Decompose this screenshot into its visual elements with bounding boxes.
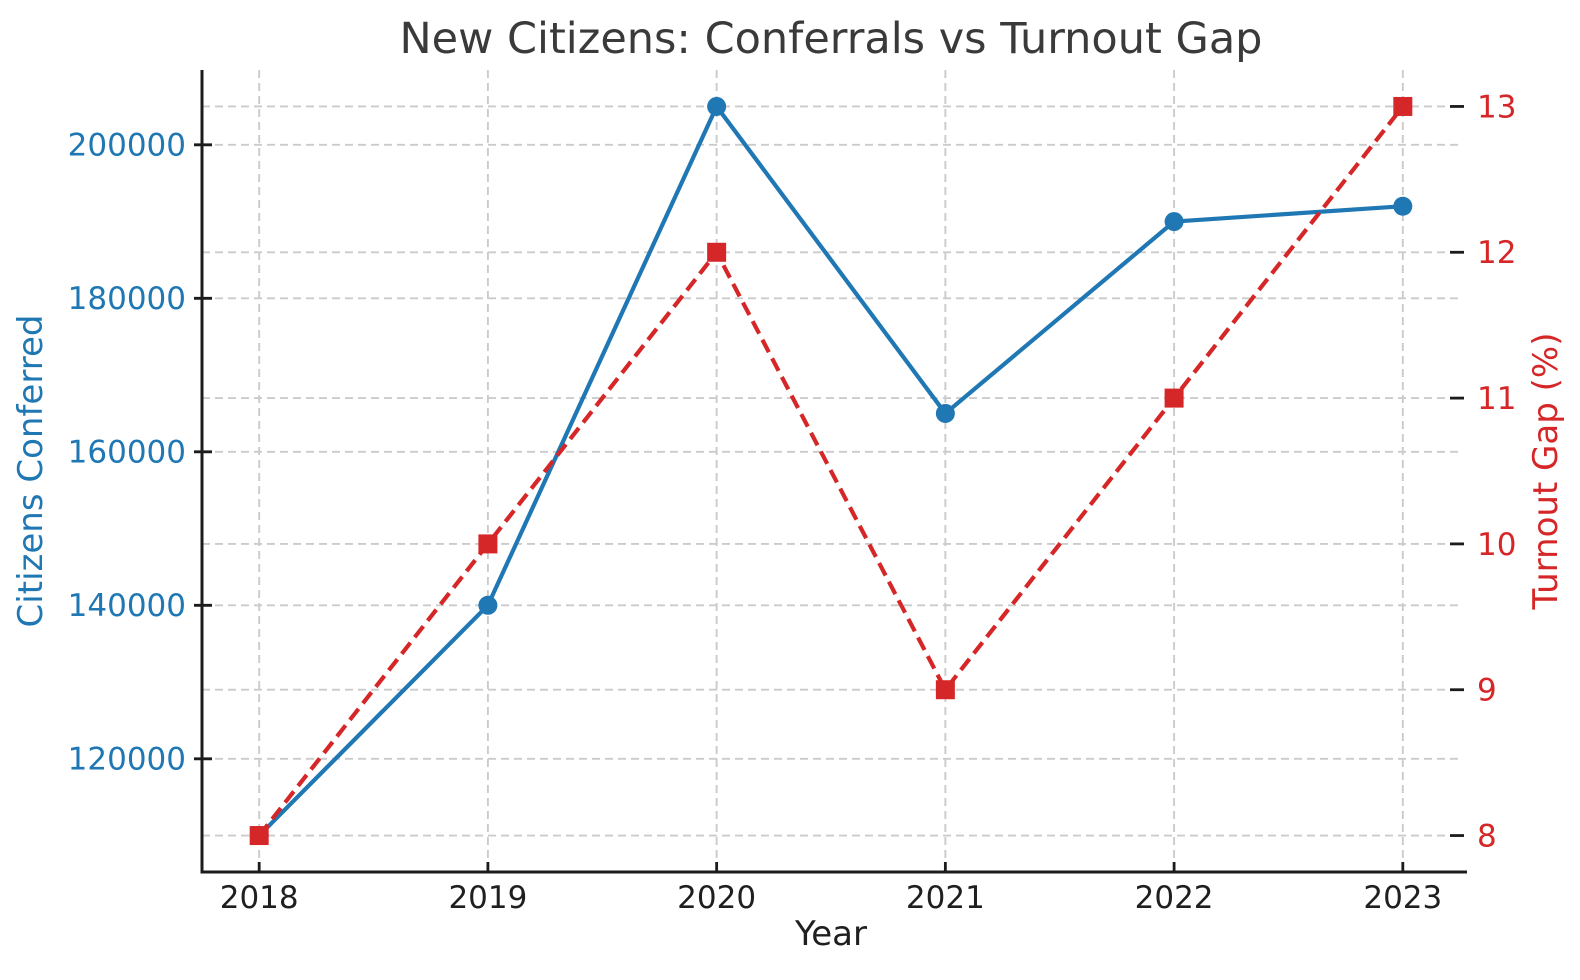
x-tick-label: 2019: [448, 880, 527, 916]
right-tick-label: 12: [1477, 235, 1516, 271]
data-point-square: [1393, 96, 1413, 116]
data-point-circle: [935, 403, 955, 423]
data-point-circle: [1164, 212, 1184, 232]
right-tick-label: 10: [1477, 527, 1516, 563]
data-point-circle: [707, 96, 727, 116]
data-point-circle: [478, 595, 498, 615]
x-tick-label: 2018: [220, 880, 299, 916]
left-tick-label: 180000: [68, 281, 186, 317]
chart-title: New Citizens: Conferrals vs Turnout Gap: [399, 14, 1263, 64]
right-y-axis-label: Turnout Gap (%): [1526, 332, 1566, 610]
x-tick-label: 2022: [1135, 880, 1214, 916]
right-tick-label: 9: [1477, 673, 1497, 709]
x-tick-label: 2020: [677, 880, 756, 916]
data-point-square: [935, 680, 955, 700]
right-tick-label: 13: [1477, 89, 1516, 125]
data-point-circle: [1393, 196, 1413, 216]
data-point-square: [478, 534, 498, 554]
series-line-conferrals: [257, 104, 1403, 838]
x-tick-label: 2023: [1363, 880, 1442, 916]
x-tick-label: 2021: [906, 880, 985, 916]
left-tick-label: 120000: [68, 742, 186, 778]
left-tick-label: 140000: [68, 588, 186, 624]
left-y-axis-label: Citizens Conferred: [11, 314, 51, 628]
series-line-turnout-gap: [257, 105, 1405, 837]
left-tick-label: 200000: [68, 128, 186, 164]
right-tick-label: 8: [1477, 818, 1497, 854]
data-point-square: [249, 826, 269, 846]
x-axis-label: Year: [795, 914, 867, 954]
left-tick-label: 160000: [68, 435, 186, 471]
data-point-square: [707, 242, 727, 262]
data-point-square: [1164, 388, 1184, 408]
right-tick-label: 11: [1477, 381, 1516, 417]
